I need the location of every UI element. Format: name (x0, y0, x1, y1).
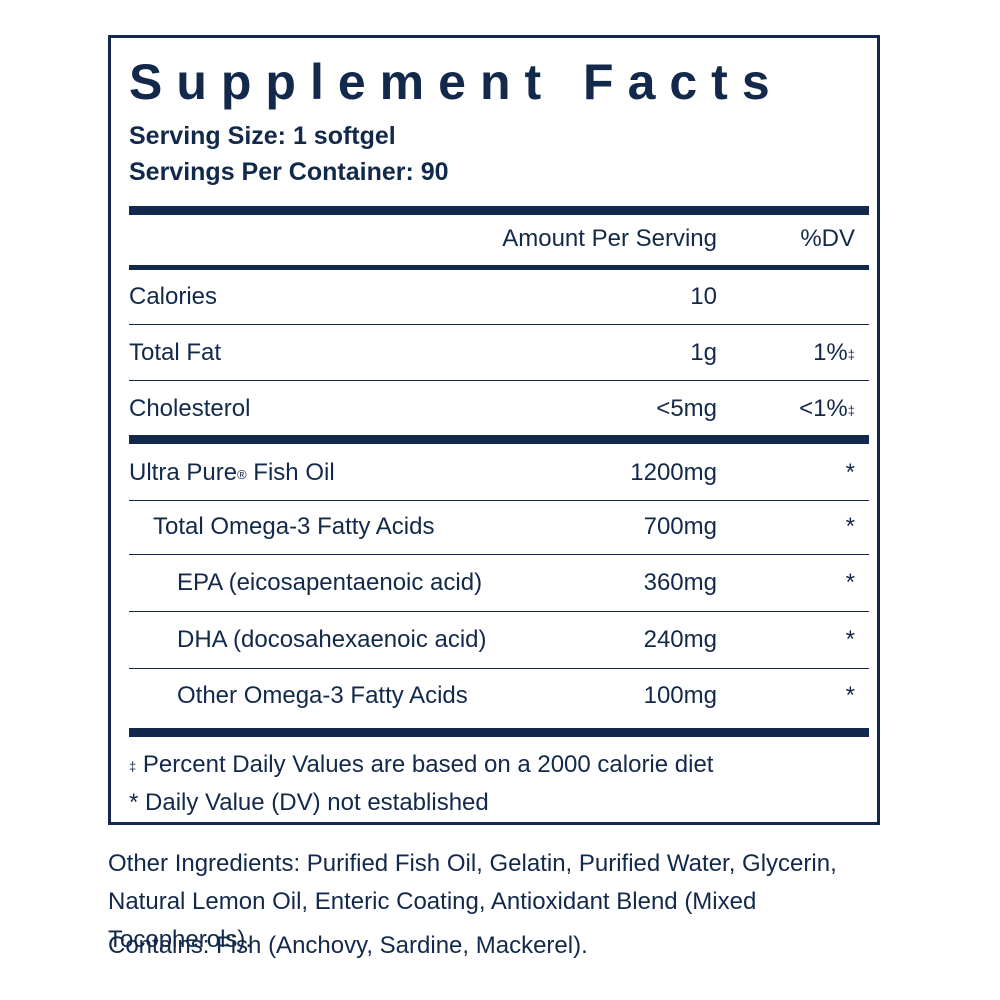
contains-allergens: Contains: Fish (Anchovy, Sardine, Macker… (108, 932, 588, 959)
row-calories-name: Calories (129, 283, 218, 310)
row-other-omega3-amount: 100mg (643, 682, 717, 709)
supplement-facts-panel: Supplement Facts Serving Size: 1 softgel… (108, 35, 880, 825)
row-dha-amount: 240mg (643, 626, 717, 653)
double-dagger-mark: ‡ (129, 759, 137, 774)
row-divider (129, 554, 869, 555)
row-divider (129, 611, 869, 612)
row-epa-dv: * (845, 569, 855, 596)
serving-size: Serving Size: 1 softgel (129, 122, 396, 150)
row-divider (129, 380, 869, 381)
row-divider (129, 500, 869, 501)
row-epa-amount: 360mg (643, 569, 717, 596)
row-total-fat-dv: 1%‡ (813, 339, 855, 366)
divider-thick (129, 728, 869, 737)
registered-mark: ® (237, 467, 247, 482)
other-ingredients: Other Ingredients: Purified Fish Oil, Ge… (108, 850, 837, 953)
row-divider (129, 668, 869, 669)
row-other-omega3-dv: * (845, 682, 855, 709)
row-dha-name: DHA (docosahexaenoic acid) (177, 626, 487, 653)
row-fish-oil-amount: 1200mg (630, 459, 717, 486)
footnote-percent-dv: ‡ Percent Daily Values are based on a 20… (129, 751, 714, 778)
servings-per-container: Servings Per Container: 90 (129, 158, 449, 186)
row-epa-name: EPA (eicosapentaenoic acid) (177, 569, 483, 596)
header-dv: %DV (800, 225, 855, 252)
row-cholesterol-dv: <1%‡ (799, 395, 855, 422)
row-total-omega3-name: Total Omega-3 Fatty Acids (153, 513, 435, 540)
footnote-dv-not-established: * Daily Value (DV) not established (129, 789, 489, 816)
divider-medium (129, 265, 869, 270)
row-dha-dv: * (845, 626, 855, 653)
header-amount: Amount Per Serving (502, 225, 717, 252)
row-divider (129, 324, 869, 325)
row-other-omega3-name: Other Omega-3 Fatty Acids (177, 682, 468, 709)
row-cholesterol-name: Cholesterol (129, 395, 251, 422)
row-total-omega3-dv: * (845, 513, 855, 540)
double-dagger-mark: ‡ (847, 403, 855, 418)
row-total-omega3-amount: 700mg (643, 513, 717, 540)
row-calories-amount: 10 (690, 283, 717, 310)
divider-thick (129, 206, 869, 215)
row-total-fat-amount: 1g (690, 339, 717, 366)
row-total-fat-name: Total Fat (129, 339, 222, 366)
row-fish-oil-dv: * (845, 459, 855, 486)
row-cholesterol-amount: <5mg (656, 395, 717, 422)
double-dagger-mark: ‡ (847, 347, 855, 362)
panel-title: Supplement Facts (129, 54, 784, 110)
row-fish-oil-name: Ultra Pure® Fish Oil (129, 459, 335, 486)
divider-thick (129, 435, 869, 444)
